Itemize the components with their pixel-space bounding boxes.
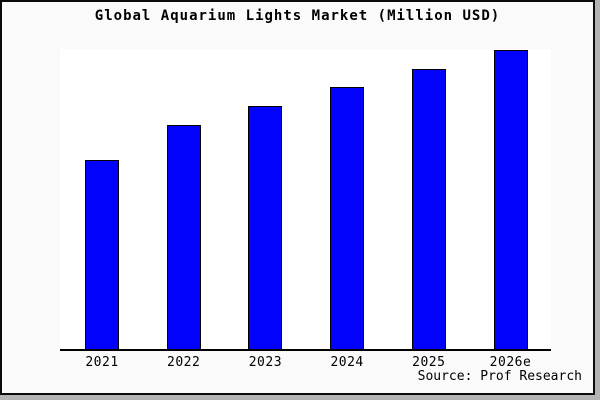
x-tick-2025: 2025 bbox=[412, 355, 446, 370]
plot-area bbox=[60, 49, 551, 351]
x-tick-2024: 2024 bbox=[330, 355, 364, 370]
x-tick-2022: 2022 bbox=[167, 355, 201, 370]
bar-2023 bbox=[248, 105, 283, 349]
bar-2022 bbox=[166, 124, 201, 349]
x-tick-2023: 2023 bbox=[248, 355, 283, 370]
bar-2021 bbox=[85, 160, 119, 349]
chart-title: Global Aquarium Lights Market (Million U… bbox=[94, 8, 501, 24]
bar-2024 bbox=[330, 86, 365, 349]
source-credit: Source: Prof Research bbox=[417, 369, 582, 384]
x-tick-2021: 2021 bbox=[85, 355, 119, 370]
bar-2025 bbox=[411, 68, 446, 349]
x-tick-2026e: 2026e bbox=[489, 355, 532, 370]
chart-figure: Global Aquarium Lights Market (Million U… bbox=[0, 0, 595, 395]
bar-2026e bbox=[493, 49, 528, 349]
